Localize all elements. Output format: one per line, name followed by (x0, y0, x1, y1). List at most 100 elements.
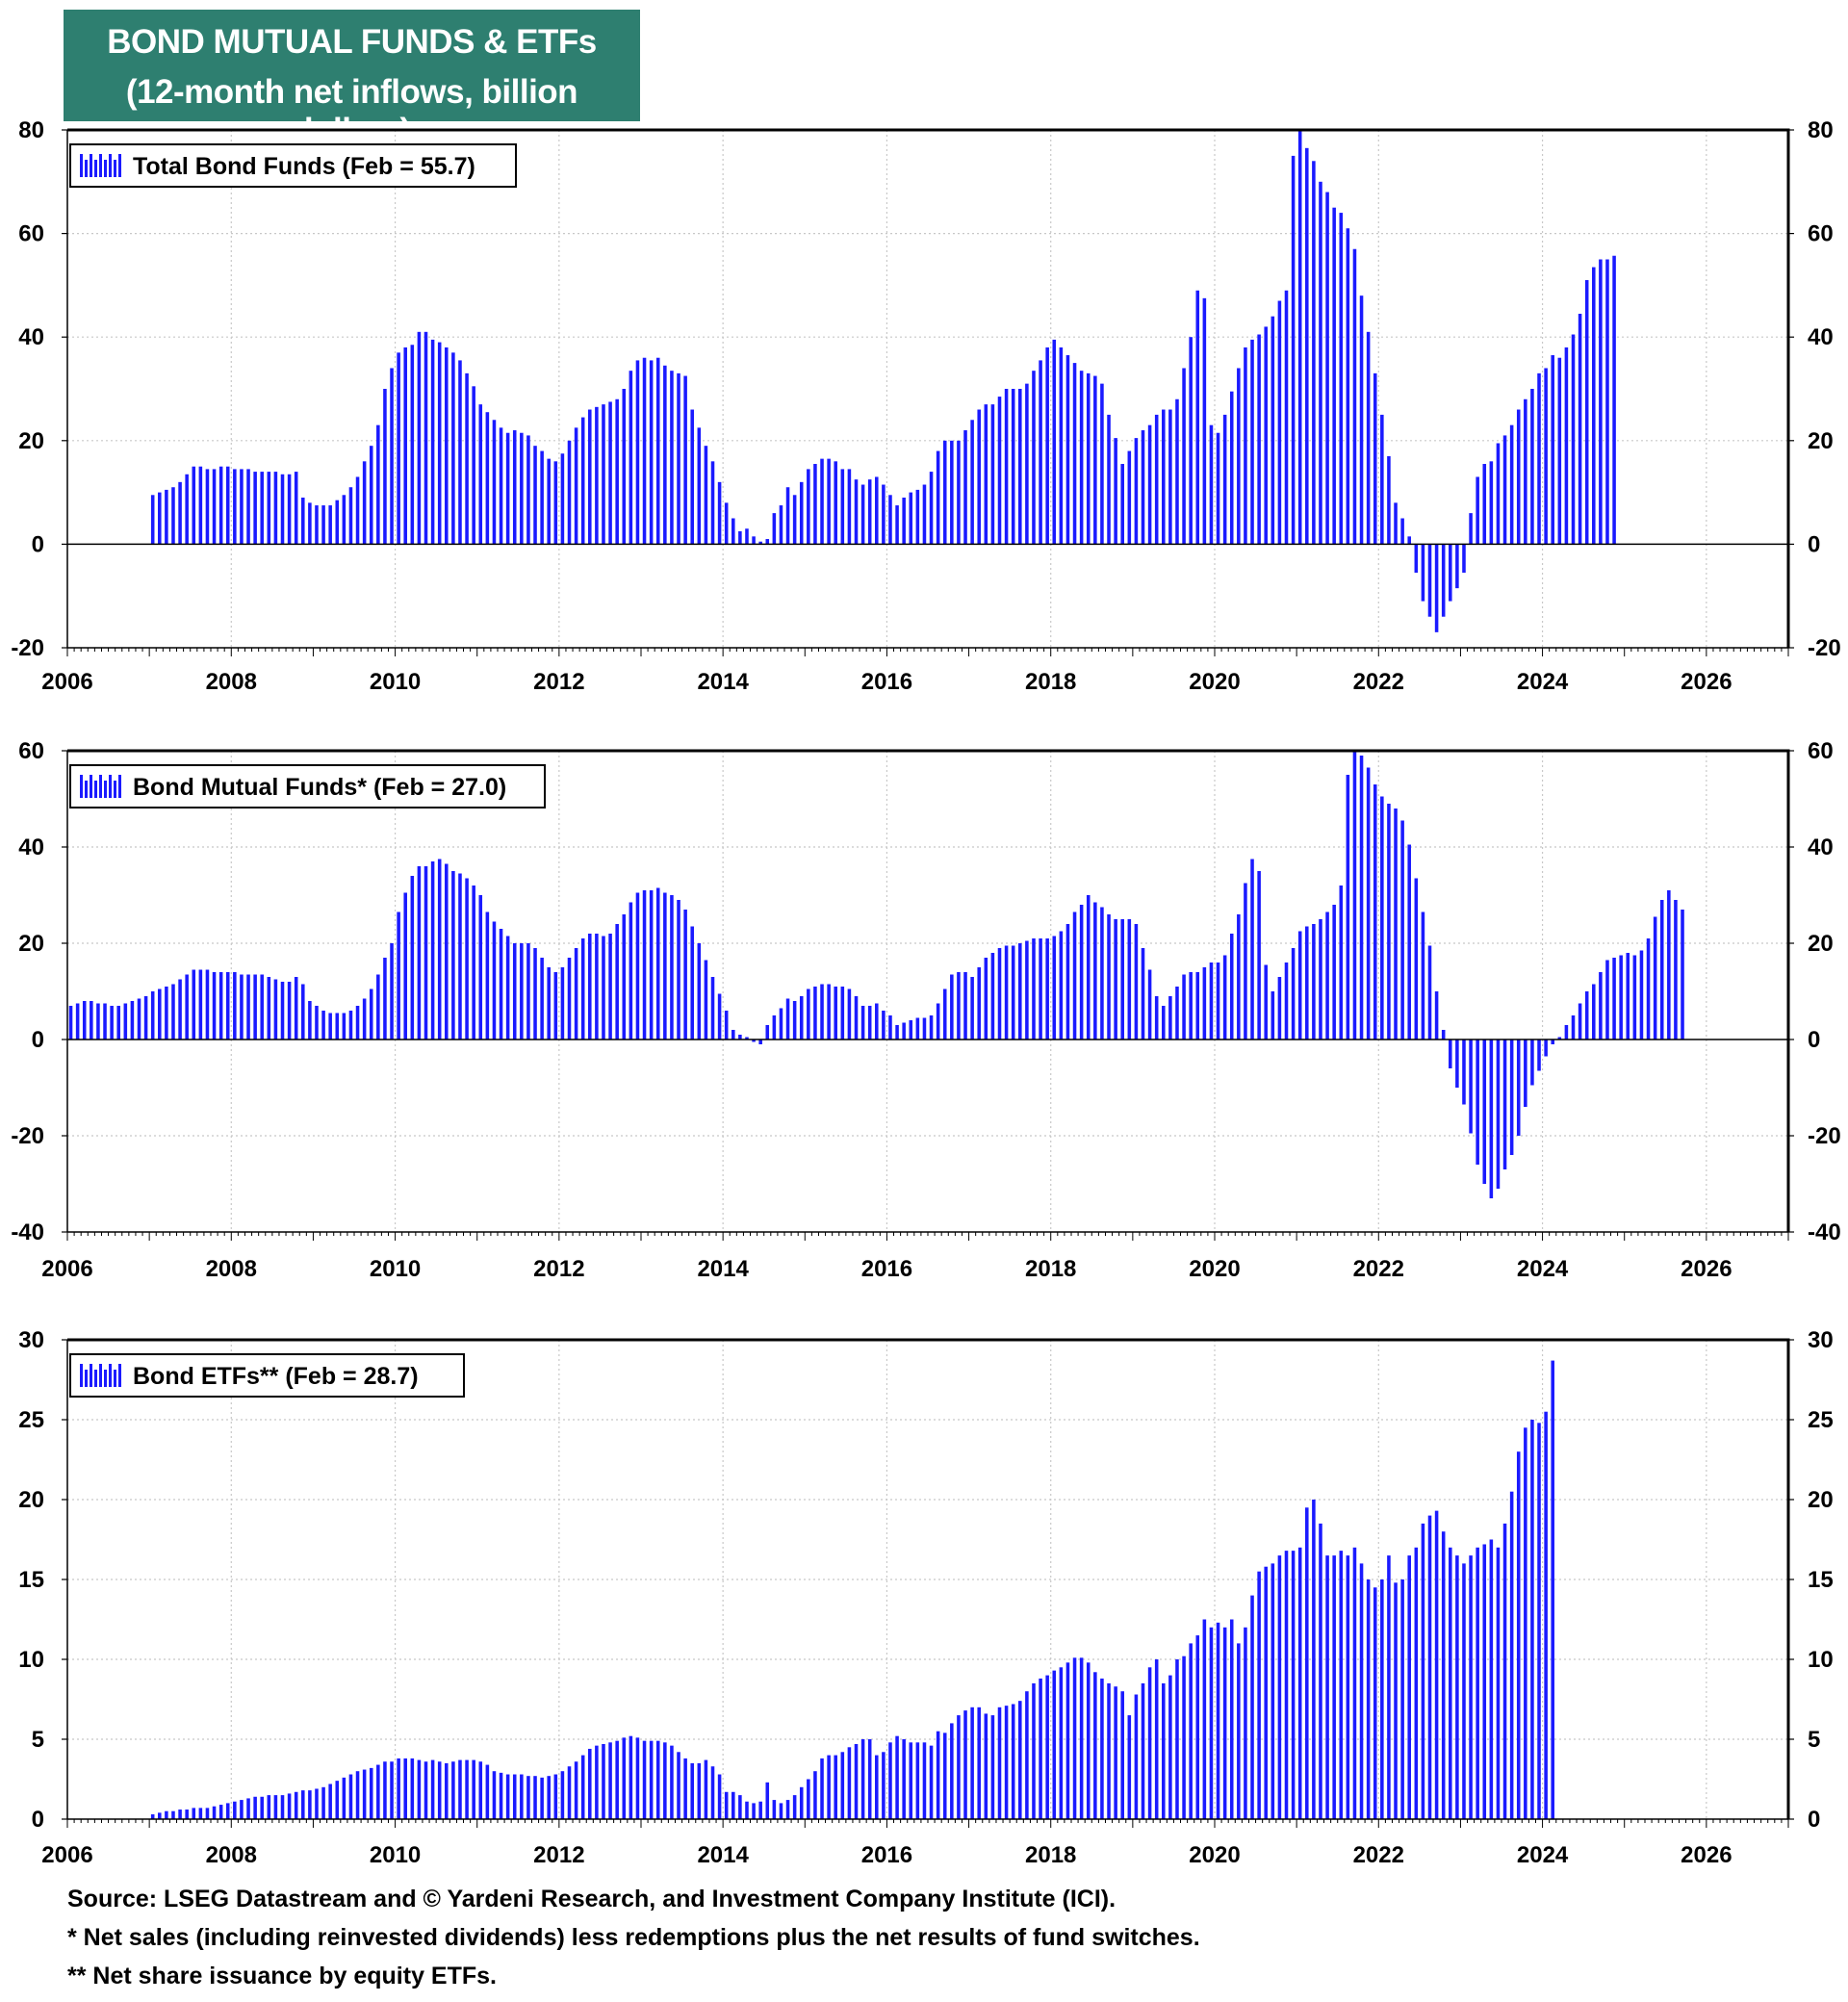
bar (732, 1030, 735, 1040)
bar (1421, 911, 1425, 1040)
bar (990, 1715, 995, 1819)
legend-label: Bond Mutual Funds* (Feb = 27.0) (133, 774, 506, 801)
bar (1127, 1715, 1132, 1819)
x-tick-label: 2022 (1353, 669, 1404, 695)
bar (505, 1774, 510, 1819)
bar (1209, 424, 1214, 545)
bar (233, 1801, 237, 1819)
bar (376, 974, 380, 1040)
bar (847, 469, 852, 545)
bar (198, 969, 203, 1040)
bar (116, 1006, 120, 1040)
bar (950, 440, 954, 545)
bar (1557, 357, 1562, 545)
bar (445, 1762, 449, 1819)
bar (1339, 1551, 1344, 1819)
bar (704, 446, 708, 545)
bar (629, 1735, 633, 1819)
bar (588, 1748, 592, 1819)
bar (540, 1777, 544, 1819)
bar (963, 972, 967, 1040)
bar (1496, 1547, 1501, 1819)
bar (1120, 1691, 1124, 1819)
bar (1380, 1579, 1384, 1819)
bar (225, 1803, 230, 1819)
bar (710, 1766, 715, 1819)
bar (424, 1761, 428, 1819)
footnote-etfs: ** Net share issuance by equity ETFs. (67, 1963, 497, 1989)
bar (512, 430, 517, 545)
bar (942, 988, 947, 1040)
bar (526, 943, 530, 1040)
bar (1612, 255, 1616, 545)
bar (834, 1755, 837, 1819)
bar (608, 1742, 612, 1819)
bar (451, 1761, 455, 1819)
bar (663, 365, 667, 545)
bar (1537, 1423, 1541, 1819)
bar (602, 936, 605, 1040)
bar (1502, 1040, 1507, 1169)
bar (287, 982, 292, 1040)
bar (512, 943, 517, 1040)
bar (1449, 1547, 1452, 1819)
bar (745, 1801, 749, 1819)
bar (1216, 432, 1220, 545)
bar (792, 1001, 797, 1040)
legend-box (69, 764, 546, 808)
bar (1257, 1571, 1261, 1819)
bar (1025, 383, 1029, 545)
bar (567, 958, 572, 1040)
bar (192, 1808, 196, 1819)
bar (670, 1745, 674, 1819)
y-tick-label-left: 30 (18, 1327, 44, 1353)
bar (253, 974, 257, 1040)
bar (376, 424, 380, 545)
bar (1291, 1551, 1296, 1819)
bar (997, 1707, 1002, 1819)
bar (1482, 1544, 1487, 1819)
bar (1462, 1040, 1466, 1105)
bar (492, 1771, 497, 1819)
bar (198, 466, 203, 545)
bar (1065, 1662, 1070, 1819)
bar (1366, 331, 1371, 545)
bar (1250, 339, 1254, 545)
bar (724, 1791, 729, 1819)
bar (1469, 1555, 1473, 1819)
bar (588, 409, 592, 545)
bar (635, 892, 640, 1040)
bar (867, 1739, 872, 1819)
bar (1114, 1686, 1117, 1819)
bar (663, 892, 667, 1040)
bar (1373, 784, 1377, 1040)
bar (690, 409, 694, 545)
bar (860, 484, 865, 545)
legend-swatch-bar (114, 160, 116, 177)
bar (240, 974, 244, 1040)
bar (553, 972, 558, 1040)
bar (1039, 1678, 1042, 1819)
bar (328, 1784, 332, 1819)
bar (294, 977, 298, 1040)
bar (1482, 464, 1487, 545)
bar (1407, 536, 1411, 545)
x-tick-label: 2022 (1353, 1256, 1404, 1282)
bar (1387, 455, 1391, 545)
y-tick-label-left: 25 (18, 1407, 44, 1433)
bar (1244, 346, 1247, 545)
bar (1141, 430, 1145, 545)
bar (888, 1015, 892, 1040)
bar (1154, 414, 1159, 545)
legend-label: Total Bond Funds (Feb = 55.7) (133, 153, 475, 180)
legend-swatch-bar (118, 154, 121, 177)
bar (1455, 544, 1459, 589)
x-tick-label: 2018 (1025, 669, 1076, 695)
bar (1079, 1657, 1084, 1819)
bar (984, 1713, 988, 1819)
bar (540, 958, 544, 1040)
bar (854, 479, 859, 545)
bar (1175, 987, 1179, 1040)
bar (1052, 339, 1057, 545)
bar (950, 1723, 954, 1819)
